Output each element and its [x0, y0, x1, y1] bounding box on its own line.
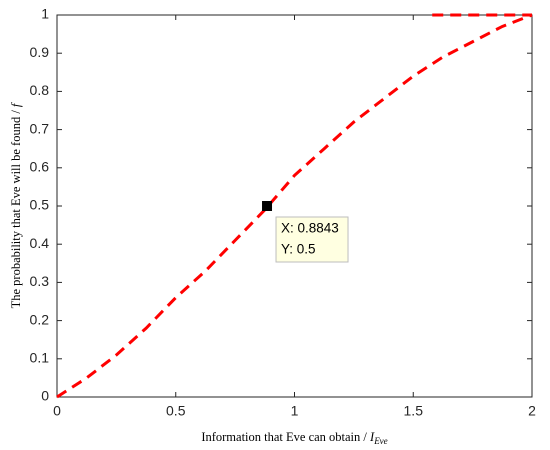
y-tick-label: 0.7	[30, 120, 50, 136]
x-axis-label-text: Information that Eve can obtain /	[201, 430, 370, 444]
y-axis-label-symbol: f	[9, 102, 23, 107]
y-tick-label: 0.5	[30, 197, 50, 213]
y-tick-label: 0.2	[30, 311, 50, 327]
x-axis-label: Information that Eve can obtain / IEve	[201, 430, 387, 446]
plot-area	[57, 15, 532, 397]
datatip-box	[275, 216, 349, 263]
y-tick-label: 0	[41, 388, 49, 404]
axes-box	[56, 14, 533, 398]
x-axis-label-symbol: I	[369, 430, 375, 444]
x-axis-label-subscript: Eve	[373, 436, 388, 446]
y-tick-label: 0.9	[30, 44, 50, 60]
x-tick-label: 2	[528, 403, 536, 419]
y-tick-label: 1	[41, 6, 49, 22]
y-tick-label: 0.3	[30, 273, 50, 289]
y-tick-label: 0.4	[30, 235, 50, 251]
x-tick-label: 0.5	[166, 403, 186, 419]
y-tick-label: 0.1	[30, 350, 50, 366]
x-tick-label: 0	[53, 403, 61, 419]
x-tick-label: 1	[291, 403, 299, 419]
y-tick-label: 0.6	[30, 159, 50, 175]
y-axis-label: The probability that Eve will be found /…	[9, 102, 23, 308]
datatip-marker	[262, 201, 273, 211]
datatip-text: Y: 0.5	[281, 242, 316, 257]
data-line	[56, 13, 533, 399]
y-tick-label: 0.8	[30, 82, 50, 98]
y-axis-label-text: The probability that Eve will be found /	[9, 107, 23, 308]
datatip-text: X: 0.8843	[281, 221, 339, 236]
x-tick-label: 1.5	[404, 403, 424, 419]
